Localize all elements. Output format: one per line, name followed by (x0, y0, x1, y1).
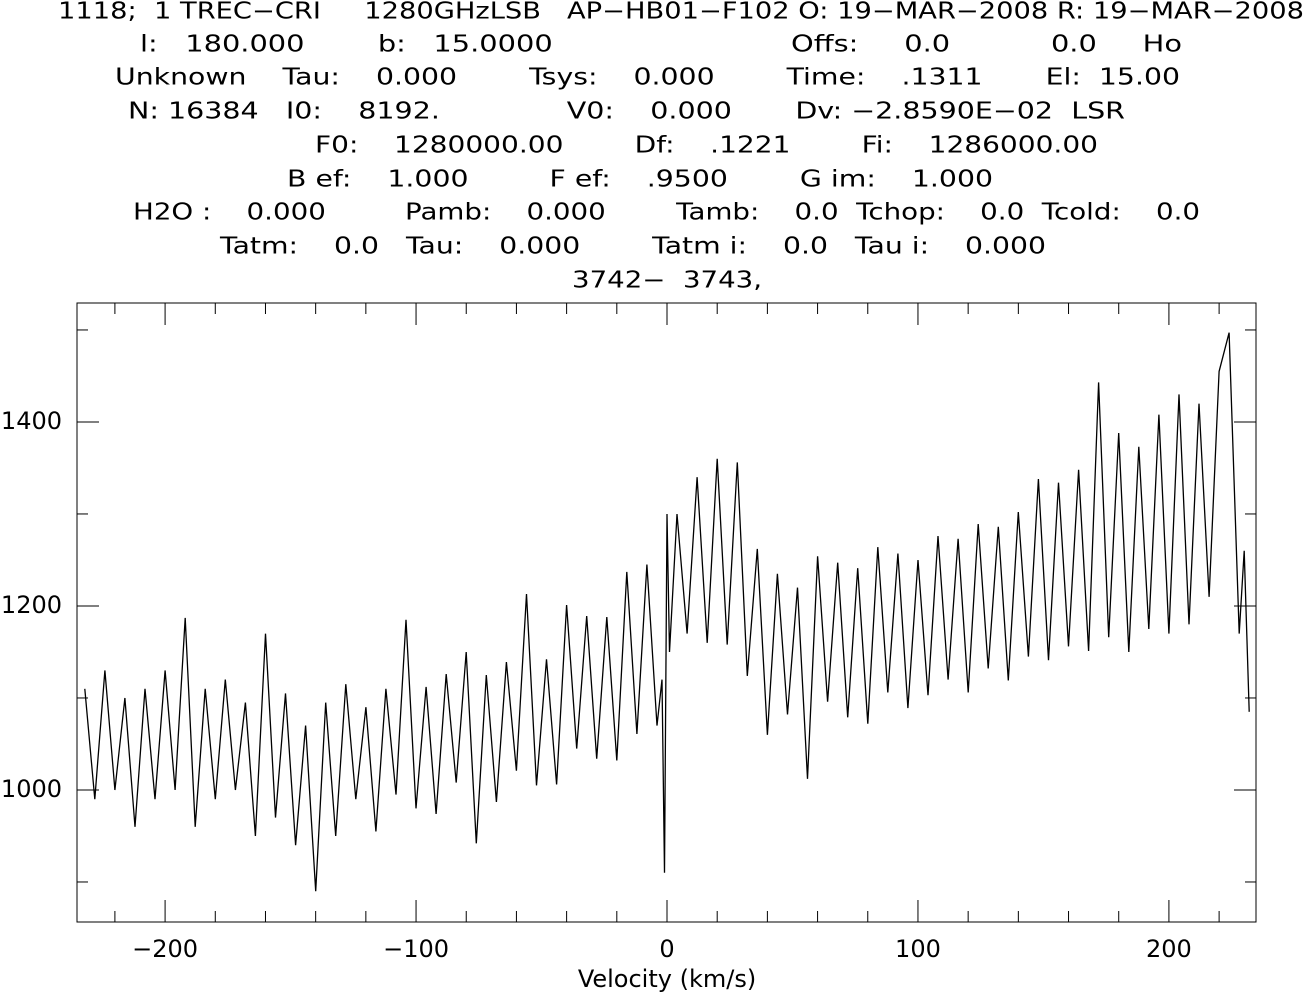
header-line: B ef: 1.000 F ef: .9500 G im: 1.000 (287, 167, 993, 193)
header-line: F0: 1280000.00 Df: .1221 Fi: 1286000.00 (315, 133, 1098, 159)
header-line: N: 16384 I0: 8192. V0: 0.000 Dv: −2.8590… (128, 99, 1125, 125)
header-line: l: 180.000 b: 15.0000 Offs: 0.0 0.0 Ho (140, 32, 1182, 58)
header-line: Unknown Tau: 0.000 Tsys: 0.000 Time: .13… (115, 65, 1180, 91)
y-tick-label: 1000 (1, 775, 62, 803)
x-tick-label: 200 (1146, 935, 1192, 963)
x-axis-label: Velocity (km/s) (578, 965, 756, 993)
x-tick-label: 100 (895, 935, 941, 963)
header-line: 3742− 3743, (572, 268, 762, 294)
spectrum-line (84, 332, 1250, 892)
x-tick-label: −100 (383, 935, 449, 963)
plot-frame (76, 302, 1257, 923)
x-tick-label: 0 (659, 935, 674, 963)
header-line: H2O : 0.000 Pamb: 0.000 Tamb: 0.0 Tchop:… (133, 200, 1200, 226)
header-line: 1118; 1 TREC−CRI 1280GHzLSB AP−HB01−F102… (58, 0, 1304, 25)
y-tick-label: 1400 (1, 407, 62, 435)
x-tick-label: −200 (132, 935, 198, 963)
header-line: Tatm: 0.0 Tau: 0.000 Tatm i: 0.0 Tau i: … (219, 234, 1046, 260)
y-tick-label: 1200 (1, 591, 62, 619)
